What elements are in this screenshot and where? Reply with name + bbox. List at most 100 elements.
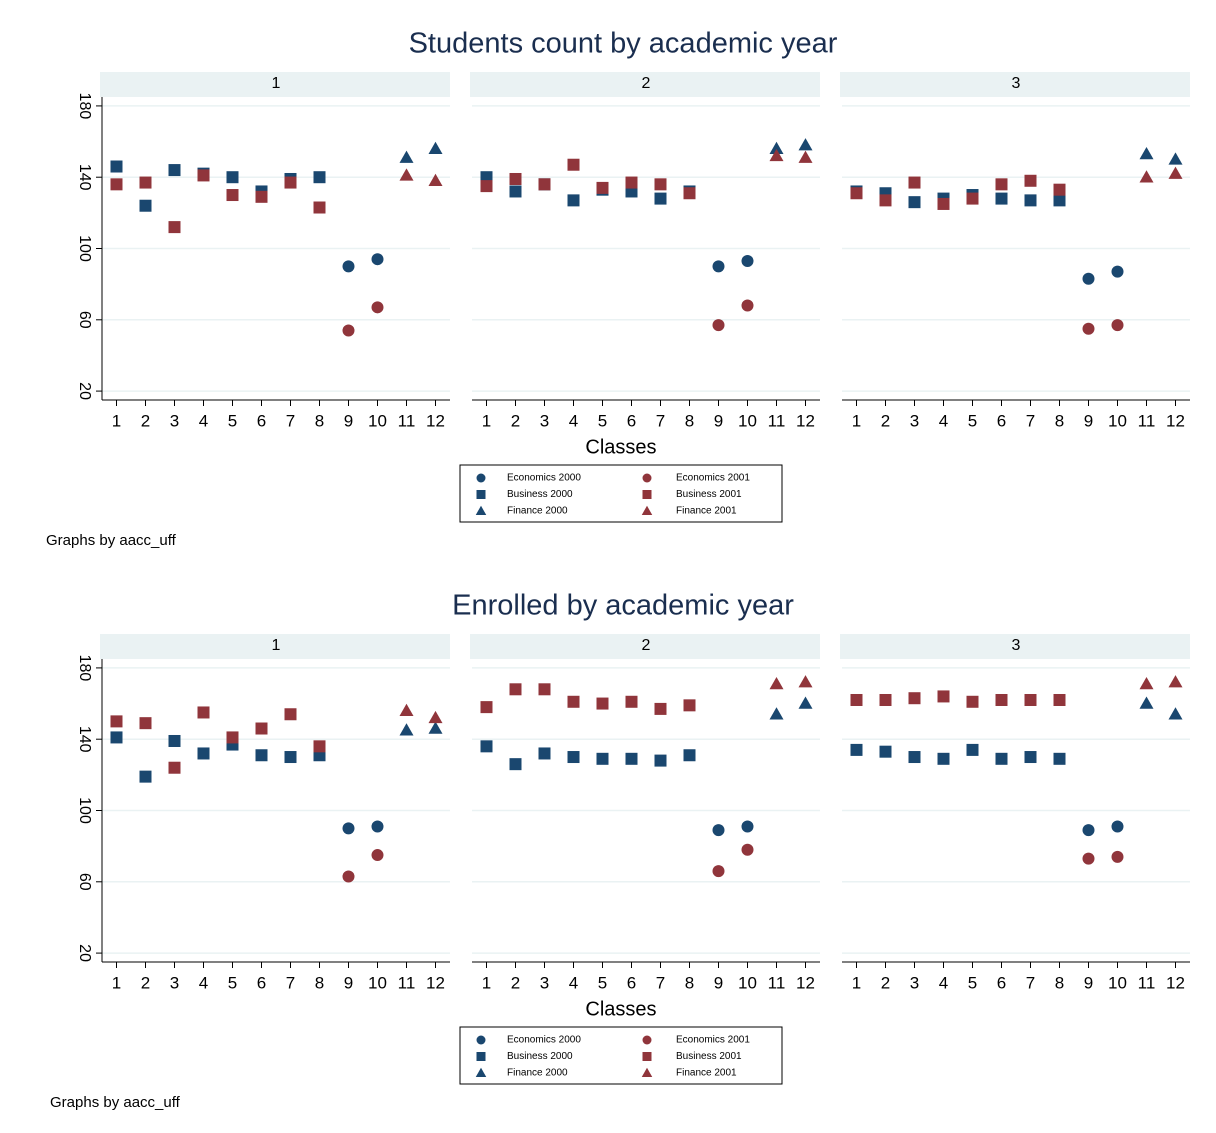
point: [399, 150, 414, 163]
x-tick-label: 3: [170, 973, 179, 992]
point: [226, 731, 239, 744]
panel-label: 3: [1012, 637, 1021, 654]
point: [139, 770, 152, 783]
point: [1053, 183, 1066, 196]
point: [399, 703, 414, 716]
x-tick-label: 6: [257, 411, 266, 430]
point: [197, 706, 210, 719]
chart-title: Enrolled by academic year: [452, 590, 794, 622]
x-tick-label: 12: [426, 411, 445, 430]
point: [850, 743, 863, 756]
point: [712, 260, 725, 273]
point: [342, 260, 355, 273]
x-tick-label: 3: [910, 973, 919, 992]
point: [1139, 170, 1154, 183]
point: [255, 722, 268, 735]
point: [654, 178, 667, 191]
panel-header: [840, 72, 1190, 97]
x-tick-label: 10: [368, 411, 387, 430]
legend-label: Finance 2000: [507, 1068, 568, 1079]
y-tick-label: 100: [76, 235, 93, 262]
point: [255, 749, 268, 762]
point: [284, 708, 297, 721]
point: [342, 870, 355, 883]
chart-title: Students count by academic year: [409, 28, 838, 60]
point: [798, 675, 813, 688]
point: [850, 693, 863, 706]
x-tick-label: 4: [939, 973, 948, 992]
point: [428, 710, 443, 724]
x-tick-label: 5: [228, 973, 237, 992]
point: [908, 176, 921, 189]
point: [1053, 693, 1066, 706]
point: [850, 187, 863, 200]
x-tick-label: 7: [656, 411, 665, 430]
x-tick-label: 9: [1084, 411, 1093, 430]
x-tick-label: 9: [714, 973, 723, 992]
point: [625, 695, 638, 708]
legend-box: [459, 1026, 783, 1085]
x-tick-label: 9: [714, 411, 723, 430]
point: [255, 190, 268, 203]
point: [399, 168, 414, 181]
point: [966, 192, 979, 205]
x-tick-label: 6: [627, 973, 636, 992]
point: [625, 752, 638, 765]
legend-label: Economics 2001: [676, 473, 750, 484]
y-tick-label: 60: [76, 873, 93, 891]
x-tick-label: 7: [286, 411, 295, 430]
point: [509, 172, 522, 185]
point: [1082, 852, 1095, 865]
point: [480, 740, 493, 753]
point: [168, 164, 181, 177]
point: [937, 690, 950, 703]
point: [168, 221, 181, 234]
legend-marker: [641, 505, 653, 515]
point: [683, 699, 696, 712]
x-tick-label: 7: [1026, 973, 1035, 992]
point: [1024, 174, 1037, 187]
x-tick-label: 3: [910, 411, 919, 430]
x-axis-label: Classes: [585, 998, 656, 1020]
panel-header: [840, 634, 1190, 659]
panel-header: [470, 634, 820, 659]
point: [712, 319, 725, 332]
point: [1168, 166, 1183, 179]
x-tick-label: 1: [852, 411, 861, 430]
y-tick-label: 60: [76, 311, 93, 329]
x-tick-label: 7: [1026, 411, 1035, 430]
legend-label: Finance 2000: [507, 506, 568, 517]
note: Graphs by aacc_uff: [46, 532, 177, 549]
x-tick-label: 2: [881, 973, 890, 992]
point: [741, 254, 754, 267]
x-tick-label: 9: [344, 973, 353, 992]
legend-marker: [476, 473, 486, 483]
point: [1082, 272, 1095, 285]
point: [1168, 707, 1183, 720]
point: [1168, 675, 1183, 688]
x-tick-label: 10: [738, 973, 757, 992]
legend-label: Business 2001: [676, 489, 742, 500]
point: [625, 176, 638, 189]
x-tick-label: 3: [170, 411, 179, 430]
point: [284, 751, 297, 764]
y-tick-label: 180: [76, 93, 93, 120]
x-tick-label: 12: [1166, 973, 1185, 992]
point: [284, 176, 297, 189]
x-tick-label: 12: [796, 973, 815, 992]
legend-label: Economics 2000: [507, 473, 581, 484]
legend-marker: [642, 473, 652, 483]
x-tick-label: 4: [569, 411, 578, 430]
point: [1024, 693, 1037, 706]
point: [139, 717, 152, 730]
x-tick-label: 2: [511, 973, 520, 992]
point: [654, 702, 667, 715]
point: [995, 192, 1008, 205]
y-tick-label: 100: [76, 797, 93, 824]
point: [741, 843, 754, 856]
point: [966, 743, 979, 756]
x-tick-label: 4: [939, 411, 948, 430]
point: [538, 683, 551, 696]
x-tick-label: 11: [768, 973, 786, 992]
x-tick-label: 8: [1055, 411, 1064, 430]
